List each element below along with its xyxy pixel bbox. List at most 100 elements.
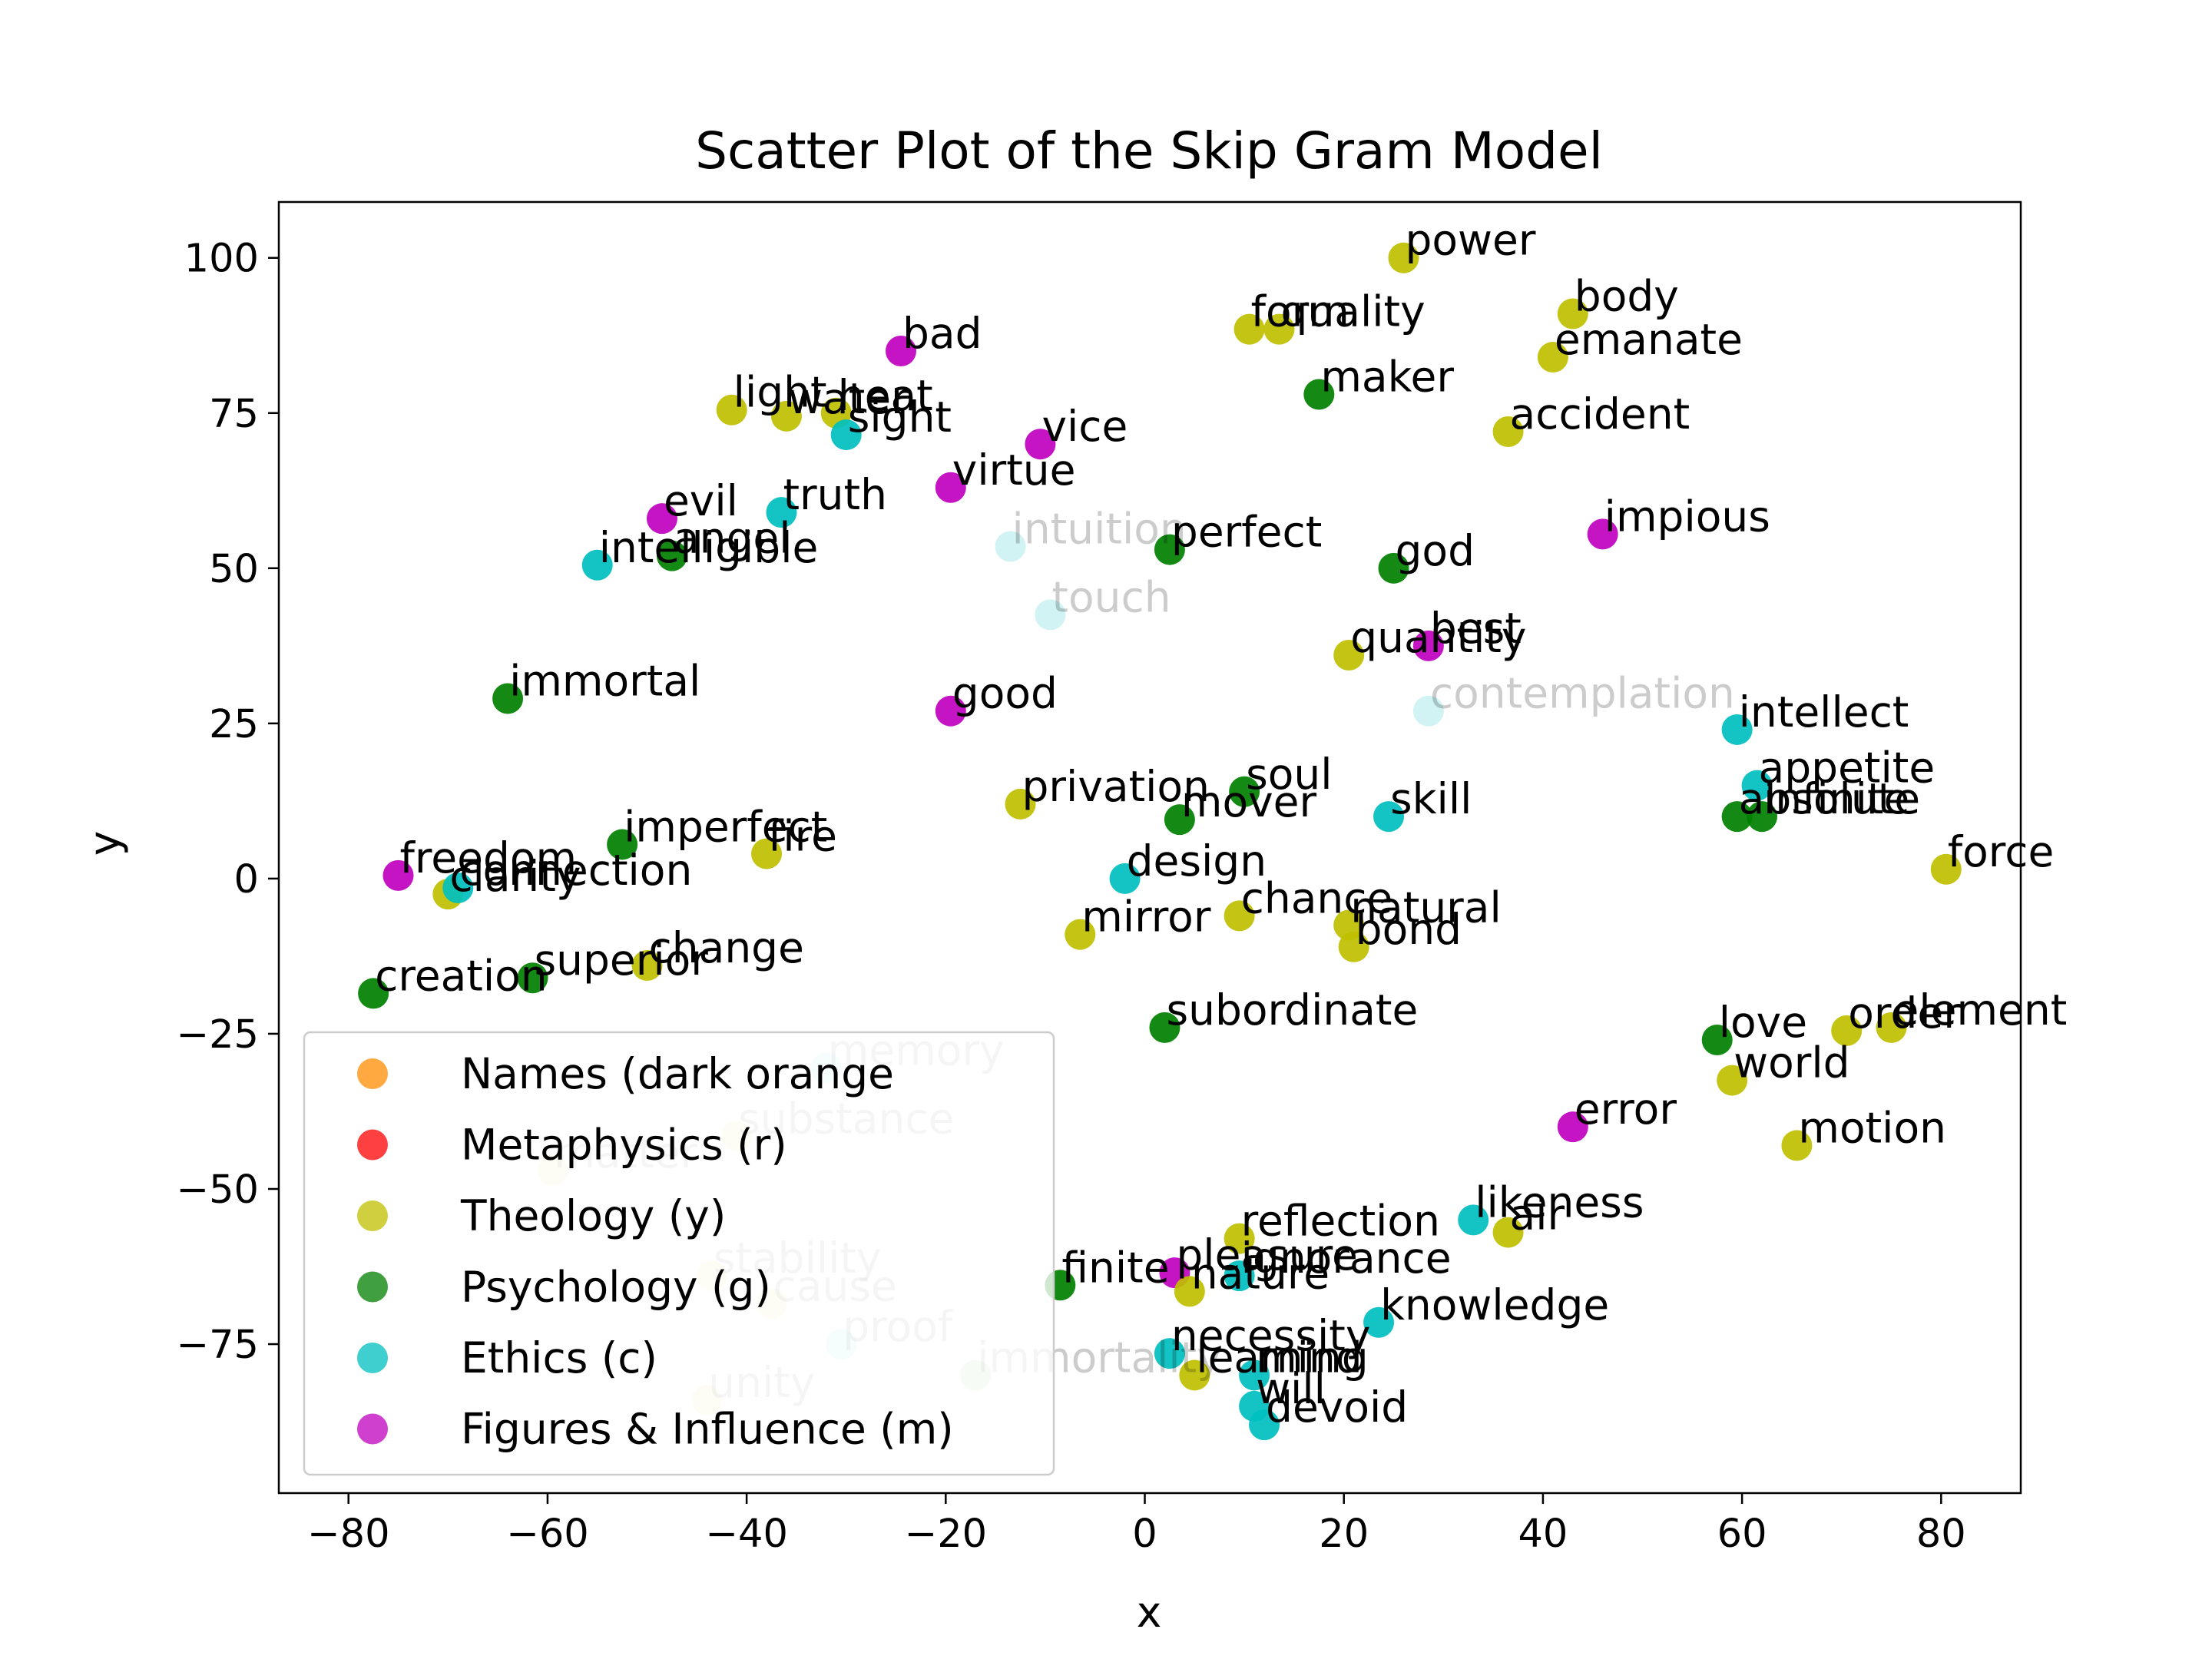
- point-truth: [766, 497, 797, 528]
- label-contemplation: contemplation: [1430, 669, 1735, 718]
- label-evil: evil: [664, 476, 738, 525]
- point-contemplation: [1412, 695, 1444, 727]
- plot-area-frame: [277, 200, 2022, 1495]
- label-connection: connection: [459, 846, 692, 895]
- point-appetite: [1741, 770, 1773, 801]
- label-force: force: [1948, 827, 2055, 876]
- label-water: water: [788, 374, 909, 423]
- label-superior: superior: [534, 935, 708, 985]
- point-perfect: [1154, 534, 1185, 565]
- label-necessity: necessity: [1171, 1311, 1370, 1360]
- point-chance: [1224, 900, 1255, 932]
- label-freedom: freedom: [400, 833, 578, 882]
- x-tick-label: 0: [1132, 1512, 1157, 1557]
- label-imperfect: imperfect: [624, 802, 827, 851]
- y-tick-label: 25: [209, 702, 259, 747]
- point-learning: [1179, 1359, 1210, 1391]
- label-intellect: intellect: [1739, 687, 1909, 737]
- label-intuition: intuition: [1012, 505, 1187, 554]
- label-natural: natural: [1350, 883, 1502, 932]
- point-element: [1876, 1012, 1907, 1043]
- legend-label-figures-influence-m: Figures & Influence (m): [461, 1405, 954, 1454]
- label-privation: privation: [1022, 762, 1210, 811]
- point-vice: [1025, 429, 1056, 460]
- point-god: [1378, 552, 1409, 584]
- point-form: [1233, 313, 1265, 345]
- point-mind: [1239, 1359, 1270, 1391]
- label-mind: mind: [1256, 1333, 1363, 1382]
- point-fire: [751, 838, 783, 869]
- legend-label-names-dark-orange: Names (dark orange: [461, 1049, 894, 1098]
- label-perfect: perfect: [1171, 508, 1322, 557]
- x-tick-label: −80: [307, 1512, 390, 1557]
- label-chance: chance: [1241, 873, 1393, 922]
- y-tick-label: 75: [209, 392, 259, 437]
- label-angel: angel: [674, 514, 791, 563]
- x-tick-label: −40: [705, 1512, 788, 1557]
- point-intelligible: [581, 549, 613, 581]
- x-tick-label: 80: [1916, 1512, 1966, 1557]
- point-immortal: [492, 683, 524, 714]
- point-intuition: [995, 531, 1026, 562]
- legend-marker-metaphysics-r: [357, 1129, 388, 1161]
- legend-marker-psychology-g: [357, 1271, 388, 1303]
- label-motion: motion: [1798, 1103, 1946, 1152]
- label-air: air: [1510, 1190, 1565, 1240]
- label-infinite: infinite: [1763, 774, 1909, 823]
- x-axis-ticks: −80 −60 −40 −20 0 20 40 60 80: [307, 1493, 1966, 1557]
- point-connection: [442, 873, 474, 904]
- label-sight: sight: [848, 392, 952, 442]
- label-immortal: immortal: [509, 657, 700, 706]
- label-best: best: [1430, 604, 1522, 653]
- point-knowledge: [1363, 1306, 1395, 1338]
- point-ignorance: [1224, 1260, 1255, 1292]
- point-mover: [1164, 804, 1195, 836]
- y-tick-label: −25: [176, 1012, 259, 1058]
- label-maker: maker: [1320, 353, 1454, 402]
- point-touch: [1035, 599, 1066, 631]
- y-axis-ticks: −75 −50 −25 0 25 50 75 100: [176, 237, 279, 1368]
- point-virtue: [935, 472, 966, 503]
- label-light: light: [733, 368, 827, 417]
- point-bond: [1338, 931, 1369, 962]
- point-body: [1557, 298, 1588, 329]
- label-quality: quality: [1280, 287, 1425, 336]
- point-water: [770, 400, 802, 432]
- point-world: [1717, 1065, 1748, 1096]
- label-heat: heat: [838, 371, 933, 420]
- label-quantity: quantity: [1350, 613, 1526, 662]
- x-tick-label: −60: [506, 1512, 589, 1557]
- label-god: god: [1396, 526, 1475, 575]
- label-will: will: [1256, 1364, 1326, 1413]
- label-vice: vice: [1041, 402, 1128, 451]
- label-ignorance: ignorance: [1241, 1233, 1452, 1283]
- x-tick-label: 60: [1717, 1512, 1767, 1557]
- legend-box: [303, 1031, 1055, 1476]
- label-devoid: devoid: [1266, 1382, 1408, 1432]
- label-mover: mover: [1181, 777, 1317, 826]
- point-air: [1492, 1217, 1524, 1248]
- point-likeness: [1458, 1204, 1489, 1236]
- point-subordinate: [1149, 1012, 1181, 1043]
- point-quality: [1263, 313, 1295, 345]
- point-sight: [830, 419, 862, 451]
- label-order: order: [1848, 988, 1961, 1038]
- point-absolute: [1721, 801, 1753, 833]
- x-axis-label: x: [1137, 1588, 1162, 1637]
- label-absolute: absolute: [1739, 774, 1920, 823]
- point-reflection: [1224, 1223, 1255, 1254]
- label-truth: truth: [783, 470, 886, 519]
- point-devoid: [1249, 1409, 1280, 1441]
- label-intelligible: intelligible: [599, 523, 819, 572]
- label-change: change: [649, 923, 804, 972]
- label-emanate: emanate: [1555, 315, 1743, 364]
- point-superior: [517, 962, 548, 994]
- y-tick-label: −75: [176, 1323, 259, 1368]
- label-good: good: [952, 669, 1058, 718]
- y-tick-label: 0: [234, 857, 259, 902]
- point-impious: [1587, 518, 1618, 550]
- legend-label-ethics-c: Ethics (c): [461, 1333, 657, 1382]
- point-imperfect: [607, 829, 638, 860]
- y-tick-label: −50: [176, 1167, 259, 1213]
- label-finite: finite: [1061, 1243, 1169, 1292]
